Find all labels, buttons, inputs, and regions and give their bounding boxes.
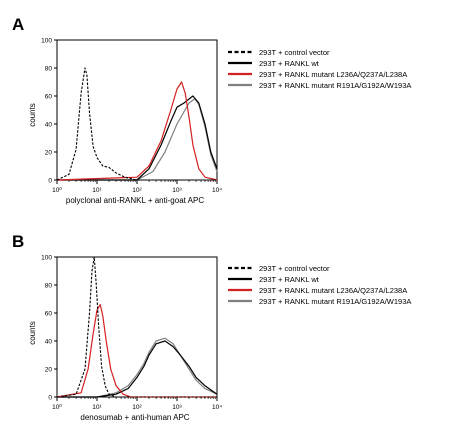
legend-label-a-2: 293T + RANKL mutant L236A/Q237A/L238A bbox=[259, 70, 407, 79]
legend-a: 293T + control vector 293T + RANKL wt 293T… bbox=[228, 48, 411, 90]
x-axis-label-a: polyclonal anti-RANKL + anti-goat APC bbox=[66, 196, 204, 205]
y-tick-label-a-2: 40 bbox=[45, 122, 53, 129]
panel-b: B 0 20 40 60 80 100 10⁰ 10¹ 10² 10³ 10⁴ counts den… bbox=[12, 232, 411, 422]
legend-label-a-3: 293T + RANKL mutant R191A/G192A/W193A bbox=[259, 81, 411, 90]
x-tick-label-a-3: 10³ bbox=[172, 187, 182, 194]
series-line-b-3 bbox=[57, 337, 218, 398]
y-axis-label-b: counts bbox=[28, 321, 37, 345]
y-tick-label-a-5: 100 bbox=[41, 38, 52, 45]
y-tick-label-b-1: 20 bbox=[45, 367, 53, 374]
y-tick-label-a-0: 0 bbox=[48, 178, 52, 185]
y-tick-label-a-3: 60 bbox=[45, 94, 53, 101]
series-line-a-2 bbox=[56, 81, 218, 181]
legend-label-b-1: 293T + RANKL wt bbox=[259, 275, 320, 284]
series-line-b-2 bbox=[56, 304, 217, 398]
y-tick-label-b-4: 80 bbox=[45, 283, 53, 290]
y-tick-label-b-3: 60 bbox=[45, 311, 53, 318]
panel-label-a: A bbox=[12, 15, 24, 34]
y-tick-label-a-4: 80 bbox=[45, 66, 53, 73]
y-tick-label-b-5: 100 bbox=[41, 255, 52, 262]
plot-area-a: 0 20 40 60 80 100 10⁰ 10¹ 10² 10³ 10⁴ bbox=[41, 38, 222, 195]
legend-label-a-0: 293T + control vector bbox=[259, 48, 330, 57]
plot-area-b: 0 20 40 60 80 100 10⁰ 10¹ 10² 10³ 10⁴ bbox=[41, 255, 222, 412]
x-tick-label-b-1: 10¹ bbox=[92, 404, 102, 411]
x-tick-label-a-1: 10¹ bbox=[92, 187, 102, 194]
y-tick-label-b-0: 0 bbox=[48, 395, 52, 402]
series-line-a-1 bbox=[57, 95, 218, 181]
legend-label-b-2: 293T + RANKL mutant L236A/Q237A/L238A bbox=[259, 286, 407, 295]
y-axis-label-a: counts bbox=[28, 103, 37, 127]
legend-b: 293T + control vector 293T + RANKL wt 293T… bbox=[228, 264, 411, 306]
x-tick-label-a-4: 10⁴ bbox=[212, 187, 222, 194]
x-tick-label-b-4: 10⁴ bbox=[212, 404, 222, 411]
x-tick-label-a-2: 10² bbox=[132, 187, 142, 194]
series-line-b-1 bbox=[57, 340, 218, 398]
y-tick-label-a-1: 20 bbox=[45, 150, 53, 157]
legend-label-b-3: 293T + RANKL mutant R191A/G192A/W193A bbox=[259, 297, 411, 306]
x-tick-label-a-0: 10⁰ bbox=[52, 186, 62, 194]
legend-label-b-0: 293T + control vector bbox=[259, 264, 330, 273]
panel-a: A 0 20 40 60 80 100 10⁰ 10¹ 10² 10³ 10⁴ counts pol… bbox=[12, 15, 411, 205]
series-line-a-0 bbox=[56, 67, 217, 181]
panel-label-b: B bbox=[12, 232, 24, 251]
legend-label-a-1: 293T + RANKL wt bbox=[259, 59, 320, 68]
x-tick-label-b-2: 10² bbox=[132, 404, 142, 411]
x-tick-label-b-0: 10⁰ bbox=[52, 403, 62, 411]
series-line-b-0 bbox=[56, 256, 217, 398]
x-axis-label-b: denosumab + anti-human APC bbox=[80, 413, 189, 422]
x-tick-label-b-3: 10³ bbox=[172, 404, 182, 411]
plot-frame-a bbox=[56, 39, 218, 181]
series-line-a-3 bbox=[57, 98, 218, 181]
y-tick-label-b-2: 40 bbox=[45, 339, 53, 346]
